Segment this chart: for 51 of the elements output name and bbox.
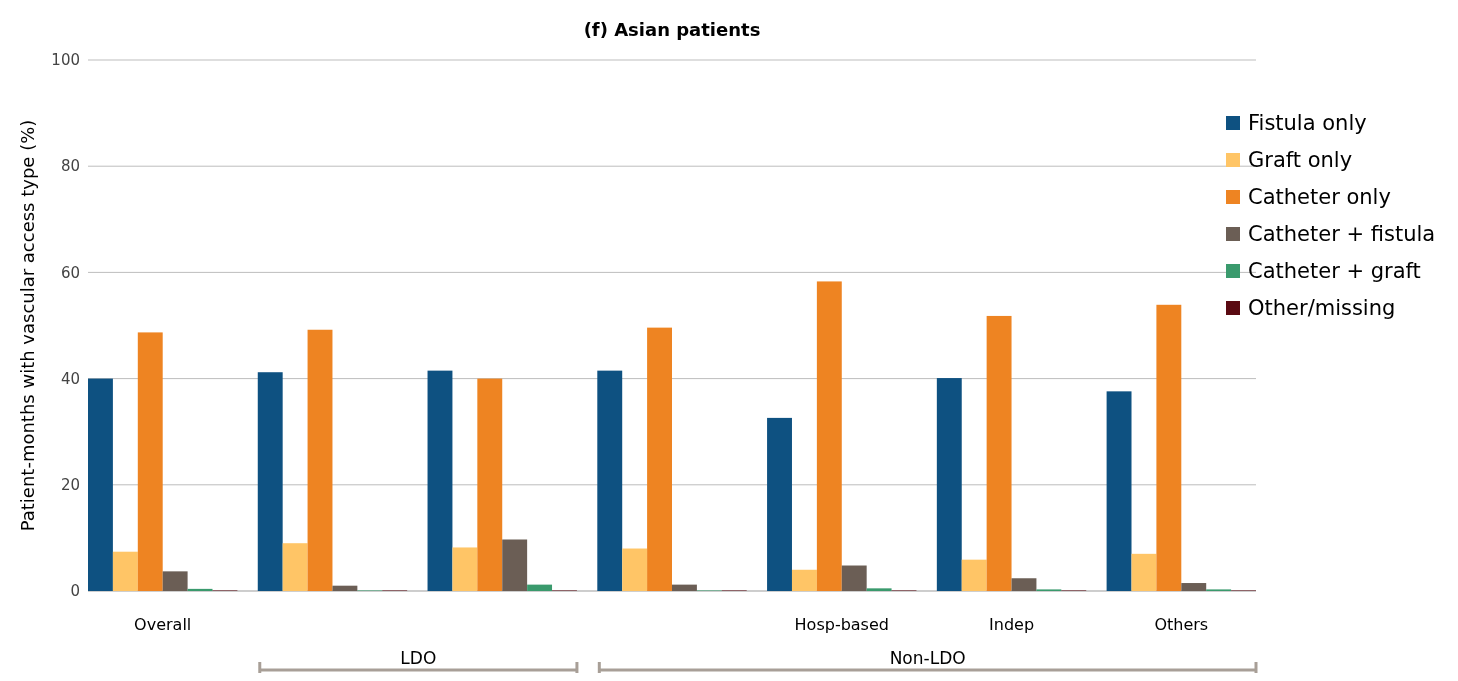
x-tick-label: Indep [989,615,1035,634]
bar [1131,553,1157,591]
y-axis-title: Patient-months with vascular access type (%) [17,119,38,532]
bar [791,569,817,591]
bar [452,547,478,591]
text: LDO [400,648,437,668]
legend-label: Other/missing [1248,296,1396,321]
y-tick-label: 20 [60,476,80,495]
bar [936,378,962,591]
bar [1011,578,1037,591]
x-tick-label: Others [1154,615,1209,634]
text: Non-LDO [889,648,966,668]
bar [112,551,138,591]
bar [841,565,867,591]
bar [986,315,1012,591]
bar [1156,304,1182,591]
bar [307,329,333,591]
chart-title: (f) Asian patients [583,19,761,40]
bar [427,370,453,591]
bar [866,588,892,591]
bar [767,417,792,591]
x-tick-label: Overall [134,615,192,634]
legend-label: Graft only [1248,148,1353,173]
legend-label: Catheter + graft [1248,259,1421,284]
bar [332,585,358,591]
bar [597,370,623,591]
bar [257,372,283,591]
y-tick-label: 60 [60,263,80,282]
bar [672,584,697,591]
y-tick-label: 40 [60,369,80,388]
bar [187,588,213,591]
bar [502,539,528,591]
bar [282,543,308,591]
bar [622,548,648,591]
bar [137,332,163,591]
bar [527,584,553,591]
x-tick-label: Hosp-based [794,615,889,634]
legend-label: Catheter only [1248,185,1391,210]
y-tick-label: 80 [60,157,80,176]
legend-label: Catheter + fistula [1248,222,1436,247]
bar [477,378,503,591]
bar [88,378,113,591]
bar [1106,391,1132,591]
bar [647,327,672,591]
legend-label: Fistula only [1248,111,1367,136]
y-tick-label: 100 [51,51,80,70]
bar [162,571,188,591]
y-tick-label: 0 [70,582,80,601]
bar [961,559,987,591]
bar [816,281,842,591]
bar [1181,583,1207,591]
